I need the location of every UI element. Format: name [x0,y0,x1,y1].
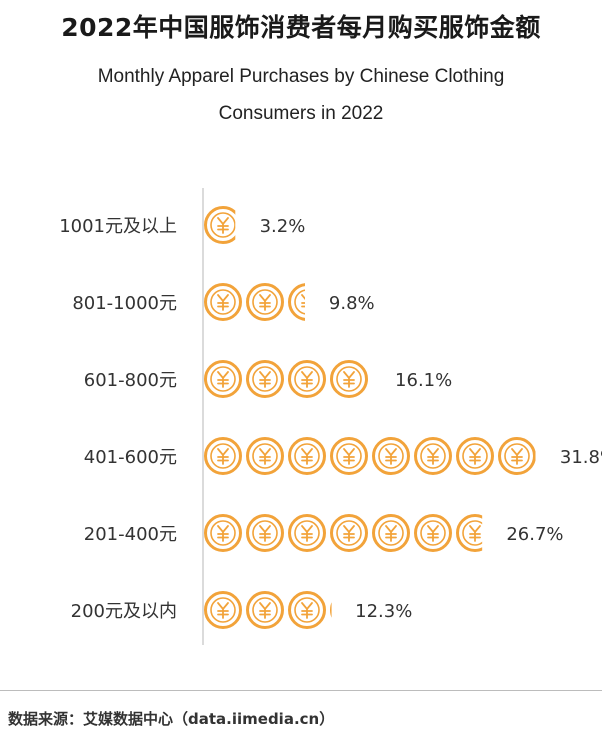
chart-title-en: Monthly Apparel Purchases by Chinese Clo… [0,58,602,132]
footer-divider [0,690,602,691]
value-label: 26.7% [506,524,563,545]
category-label: 201-400元 [84,524,177,545]
yuan-coin-icon [330,360,368,398]
yuan-coin-icon [288,283,305,321]
chart-title-cn: 2022年中国服饰消费者每月购买服饰金额 [61,13,541,42]
source-note: 数据来源：艾媒数据中心（data.iimedia.cn） [8,710,335,728]
yuan-coin-icon [414,514,452,552]
bar-row: 801-1000元 9.8% [72,283,375,321]
chart-title-en-line2: Consumers in 2022 [218,103,384,124]
value-label: 3.2% [260,216,306,237]
chart-title-en-line1: Monthly Apparel Purchases by Chinese Clo… [97,66,505,87]
yuan-coin-icon [288,591,326,629]
category-label: 200元及以内 [71,601,177,622]
yuan-coin-icon [372,514,410,552]
category-label: 1001元及以上 [59,216,177,237]
yuan-coin-icon [246,360,284,398]
value-label: 9.8% [329,293,375,314]
yuan-coin-icon [246,437,284,475]
yuan-coin-icon [204,283,242,321]
yuan-coin-icon [204,514,242,552]
bar-row: 601-800元 16.1% [84,360,452,398]
yuan-coin-icon [246,514,284,552]
bar-row: 1001元及以上 3.2% [59,206,306,244]
yuan-coin-icon [204,437,242,475]
pictorial-bar-chart: 1001元及以上 3.2% 801-1000元 9.8% 601-800元 16.1% 40… [59,188,602,645]
yuan-coin-icon [288,514,326,552]
value-label: 16.1% [395,370,452,391]
yuan-coin-icon [204,591,242,629]
yuan-coin-icon [456,514,483,552]
yuan-coin-icon [330,602,332,618]
value-label: 31.8% [560,447,602,468]
category-label: 801-1000元 [72,293,177,314]
bar-row: 201-400元 26.7% [84,514,564,552]
category-label: 401-600元 [84,447,177,468]
yuan-coin-icon [204,360,242,398]
yuan-coin-icon [498,437,536,475]
yuan-coin-icon [204,206,236,244]
yuan-coin-icon [414,437,452,475]
yuan-coin-icon [288,437,326,475]
category-label: 601-800元 [84,370,177,391]
yuan-coin-icon [330,514,368,552]
yuan-coin-icon [456,437,494,475]
yuan-coin-icon [246,591,284,629]
yuan-coin-icon [246,283,284,321]
bar-row: 401-600元 31.8% [84,437,602,475]
yuan-coin-icon [288,360,326,398]
yuan-coin-icon [330,437,368,475]
yuan-coin-icon [372,437,410,475]
value-label: 12.3% [355,601,412,622]
bar-row: 200元及以内 12.3% [71,591,412,629]
